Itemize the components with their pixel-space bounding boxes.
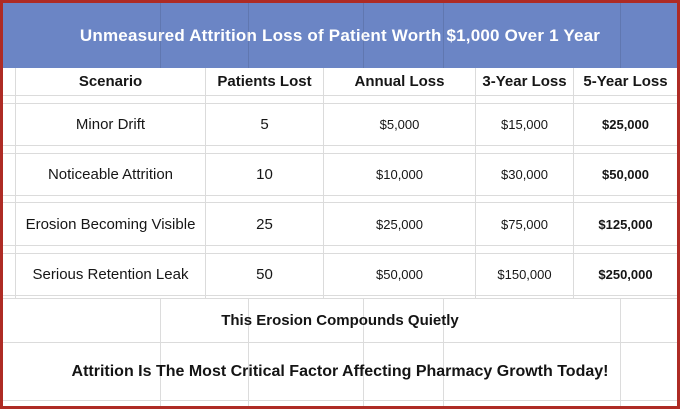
column-header-annual-loss: Annual Loss: [324, 68, 476, 95]
background-gridline: [248, 299, 249, 406]
empty-cell: [3, 203, 16, 245]
table-row: Erosion Becoming Visible 25 $25,000 $75,…: [3, 203, 677, 246]
cell-3-year-loss: $150,000: [476, 254, 574, 295]
empty-cell: [3, 154, 16, 195]
cell-5-year-loss: $25,000: [602, 117, 649, 132]
background-gridline: [620, 299, 621, 406]
message-critical-factor: Attrition Is The Most Critical Factor Af…: [3, 343, 677, 401]
bottom-strip: [3, 401, 677, 406]
column-header-5-year-loss: 5-Year Loss: [583, 73, 668, 90]
table-row: Serious Retention Leak 50 $50,000 $150,0…: [3, 254, 677, 296]
empty-cell: [3, 254, 16, 295]
empty-cell: [3, 296, 16, 298]
empty-cell: [324, 146, 476, 153]
spacer-row: [3, 246, 677, 254]
empty-cell: [324, 96, 476, 103]
empty-cell: [206, 146, 324, 153]
page-title: Unmeasured Attrition Loss of Patient Wor…: [79, 25, 601, 45]
cell-patients-lost: 5: [206, 104, 324, 145]
empty-cell: [3, 146, 16, 153]
background-gridline: [443, 3, 444, 68]
bottom-message-area: This Erosion Compounds Quietly Attrition…: [3, 299, 677, 406]
cell-patients-lost: 10: [206, 154, 324, 195]
column-header-3-year-loss: 3-Year Loss: [476, 68, 574, 95]
empty-cell: [16, 246, 206, 253]
empty-cell: [476, 246, 574, 253]
empty-cell: [324, 296, 476, 298]
cell-5-year-loss: $125,000: [598, 216, 653, 232]
empty-cell: [324, 246, 476, 253]
background-gridline: [160, 3, 161, 68]
cell-annual-loss: $25,000: [324, 203, 476, 245]
cell-annual-loss: $5,000: [324, 104, 476, 145]
empty-cell: [574, 146, 677, 153]
cell-annual-loss: $10,000: [324, 154, 476, 195]
empty-cell: [476, 296, 574, 298]
table-row: Minor Drift 5 $5,000 $15,000 $25,000: [3, 104, 677, 146]
cell-patients-lost: 25: [206, 203, 324, 245]
empty-cell: [476, 146, 574, 153]
empty-cell: [476, 96, 574, 103]
background-gridline: [363, 3, 364, 68]
background-gridline: [248, 3, 249, 68]
empty-cell: [574, 196, 677, 202]
empty-cell: [206, 196, 324, 202]
empty-cell: [206, 246, 324, 253]
empty-cell: [3, 196, 16, 202]
spacer-row: [3, 296, 677, 299]
empty-cell: [206, 296, 324, 298]
cell-5-year-loss: $250,000: [598, 267, 653, 282]
empty-cell: [476, 196, 574, 202]
corner-cell: [3, 68, 16, 95]
cell-scenario: Minor Drift: [16, 104, 206, 145]
empty-cell: [574, 96, 677, 103]
cell-patients-lost: 50: [206, 254, 324, 295]
message-compounds-quietly: This Erosion Compounds Quietly: [3, 299, 677, 343]
background-gridline: [620, 3, 621, 68]
empty-cell: [16, 96, 206, 103]
empty-cell: [574, 246, 677, 253]
cell-3-year-loss: $30,000: [476, 154, 574, 195]
table-header-row: Scenario Patients Lost Annual Loss 3-Yea…: [3, 68, 677, 96]
empty-cell: [3, 104, 16, 145]
spacer-row: [3, 196, 677, 203]
cell-3-year-loss: $15,000: [476, 104, 574, 145]
background-gridline: [363, 299, 364, 406]
empty-cell: [16, 196, 206, 202]
cell-scenario: Erosion Becoming Visible: [16, 203, 206, 245]
empty-cell: [3, 246, 16, 253]
empty-cell: [3, 96, 16, 103]
cell-5-year-loss: $50,000: [602, 167, 649, 182]
column-header-patients-lost: Patients Lost: [206, 68, 324, 95]
spacer-row: [3, 146, 677, 154]
empty-cell: [206, 96, 324, 103]
table-row: Noticeable Attrition 10 $10,000 $30,000 …: [3, 154, 677, 196]
empty-cell: [574, 296, 677, 298]
background-gridline: [443, 299, 444, 406]
cell-scenario: Serious Retention Leak: [16, 254, 206, 295]
empty-cell: [324, 196, 476, 202]
cell-annual-loss: $50,000: [324, 254, 476, 295]
background-gridline: [160, 299, 161, 406]
spacer-row: [3, 96, 677, 104]
title-banner: Unmeasured Attrition Loss of Patient Wor…: [3, 3, 677, 68]
empty-cell: [16, 146, 206, 153]
column-header-scenario: Scenario: [16, 68, 206, 95]
empty-cell: [16, 296, 206, 298]
cell-scenario: Noticeable Attrition: [16, 154, 206, 195]
cell-3-year-loss: $75,000: [476, 203, 574, 245]
